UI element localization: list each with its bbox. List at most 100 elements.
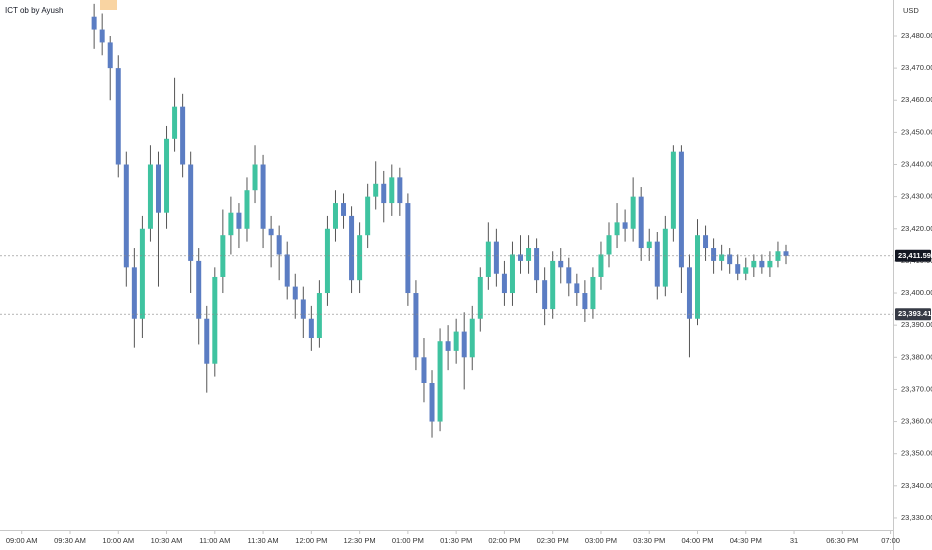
x-tick-label: 03:00 PM bbox=[585, 536, 617, 545]
price-label: 23,393.41 bbox=[898, 309, 931, 318]
candle-body bbox=[381, 183, 387, 204]
x-tick-label: 03:30 PM bbox=[633, 536, 665, 545]
price-label-box bbox=[895, 308, 931, 321]
candle-body bbox=[164, 138, 170, 213]
candle-body bbox=[332, 203, 338, 229]
candle-body bbox=[147, 164, 153, 229]
candle-body bbox=[477, 276, 483, 319]
candle-body bbox=[107, 42, 113, 69]
candle-body bbox=[751, 260, 757, 268]
candle-body bbox=[260, 164, 266, 229]
candle-body bbox=[590, 276, 596, 310]
candle-body bbox=[558, 260, 564, 268]
candle-body bbox=[349, 215, 355, 281]
candle-body bbox=[735, 264, 741, 274]
y-tick-label: 23,360.00 bbox=[901, 417, 932, 426]
candle-body bbox=[783, 251, 789, 256]
candle-body bbox=[437, 341, 443, 422]
candle-body bbox=[767, 260, 773, 268]
candle-body bbox=[743, 267, 749, 274]
candle-body bbox=[155, 164, 161, 213]
candle-body bbox=[405, 203, 411, 294]
y-tick-label: 23,480.00 bbox=[901, 31, 932, 40]
candle-body bbox=[413, 293, 419, 358]
candle-body bbox=[397, 177, 403, 204]
candle-body bbox=[172, 106, 178, 139]
candle-body bbox=[646, 241, 652, 249]
candle-body bbox=[316, 293, 322, 339]
candle-body bbox=[115, 68, 121, 165]
x-tick-label: 04:00 PM bbox=[681, 536, 713, 545]
candle-body bbox=[341, 203, 347, 216]
candle-body bbox=[606, 235, 612, 255]
x-tick-label: 12:30 PM bbox=[344, 536, 376, 545]
y-tick-label: 23,430.00 bbox=[901, 192, 932, 201]
candle-body bbox=[670, 151, 676, 229]
candle-body bbox=[139, 228, 145, 319]
candle-body bbox=[228, 212, 234, 236]
candle-body bbox=[252, 164, 258, 191]
x-tick-label: 10:00 AM bbox=[102, 536, 134, 545]
candle-body bbox=[99, 29, 105, 43]
candle-body bbox=[518, 254, 524, 261]
x-tick-label: 11:00 AM bbox=[199, 536, 230, 545]
candle-body bbox=[711, 248, 717, 261]
x-tick-label: 12:00 PM bbox=[295, 536, 327, 545]
candle-body bbox=[268, 228, 274, 236]
y-tick-label: 23,350.00 bbox=[901, 449, 932, 458]
x-tick-label: 09:00 AM bbox=[6, 536, 38, 545]
candle-body bbox=[485, 241, 491, 277]
y-tick-label: 23,390.00 bbox=[901, 320, 932, 329]
y-tick-label: 23,370.00 bbox=[901, 384, 932, 393]
candle-body bbox=[727, 254, 733, 265]
candle-body bbox=[196, 260, 202, 319]
x-tick-label: 04:30 PM bbox=[730, 536, 762, 545]
x-tick-label: 07:00 bbox=[881, 536, 900, 545]
candle-body bbox=[759, 260, 765, 268]
y-tick-label: 23,330.00 bbox=[901, 513, 932, 522]
candle-body bbox=[357, 235, 363, 281]
y-tick-label: 23,400.00 bbox=[901, 288, 932, 297]
candle-body bbox=[292, 286, 298, 300]
candle-body bbox=[188, 164, 194, 261]
candle-body bbox=[429, 383, 435, 422]
x-tick-label: 10:30 AM bbox=[151, 536, 183, 545]
candle-body bbox=[365, 196, 371, 236]
x-tick-label: 11:30 AM bbox=[248, 536, 279, 545]
candle-body bbox=[204, 318, 210, 364]
candle-body bbox=[300, 299, 306, 319]
x-tick-label: 02:00 PM bbox=[488, 536, 520, 545]
candle-body bbox=[276, 235, 282, 255]
candle-body bbox=[236, 212, 242, 229]
y-tick-label: 23,340.00 bbox=[901, 481, 932, 490]
candle-body bbox=[308, 318, 314, 339]
candle-body bbox=[630, 196, 636, 229]
order-block-highlight bbox=[100, 0, 117, 10]
x-tick-label: 06:30 PM bbox=[826, 536, 858, 545]
indicator-title: ICT ob by Ayush bbox=[5, 6, 63, 15]
candle-body bbox=[469, 318, 475, 358]
candle-body bbox=[638, 196, 644, 249]
candle-body bbox=[324, 228, 330, 294]
candle-body bbox=[574, 283, 580, 294]
candle-body bbox=[445, 341, 451, 351]
candle-body bbox=[598, 254, 604, 277]
candle-body bbox=[389, 177, 395, 204]
candle-body bbox=[703, 235, 709, 249]
candle-body bbox=[453, 331, 459, 351]
candle-body bbox=[212, 276, 218, 364]
candle-body bbox=[662, 228, 668, 287]
candle-body bbox=[220, 235, 226, 277]
x-tick-label: 01:00 PM bbox=[392, 536, 424, 545]
x-tick-label: 01:30 PM bbox=[440, 536, 472, 545]
candle-body bbox=[654, 241, 660, 287]
candle-body bbox=[501, 273, 507, 294]
candle-body bbox=[421, 357, 427, 384]
price-label: 23,411.59 bbox=[898, 251, 931, 260]
y-tick-label: 23,470.00 bbox=[901, 63, 932, 72]
candle-body bbox=[534, 248, 540, 281]
y-tick-label: 23,440.00 bbox=[901, 159, 932, 168]
candle-body bbox=[284, 254, 290, 287]
